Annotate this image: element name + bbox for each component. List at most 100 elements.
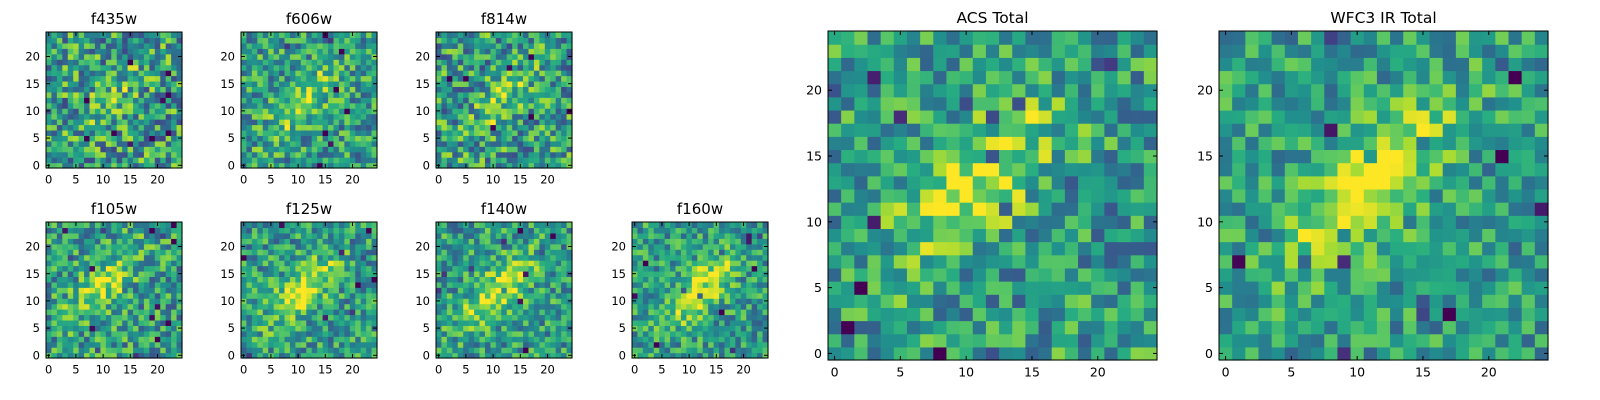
heatmap-cell (73, 319, 80, 326)
heatmap-cell (544, 53, 551, 60)
heatmap-cell (490, 281, 497, 288)
heatmap-cell (306, 336, 313, 343)
heatmap-cell (268, 102, 275, 109)
heatmap-cell (241, 281, 248, 288)
heatmap-cell (355, 314, 362, 321)
heatmap-cell (268, 298, 275, 305)
heatmap-cell (719, 222, 726, 229)
heatmap-cell (165, 287, 172, 294)
heatmap-cell (1025, 188, 1040, 203)
heatmap-cell (517, 243, 524, 250)
heatmap-cell (457, 330, 464, 337)
heatmap-cell (300, 97, 307, 104)
heatmap-cell (517, 265, 524, 272)
heatmap-cell (67, 243, 74, 250)
heatmap-cell (251, 276, 258, 283)
heatmap-cell (105, 227, 112, 234)
heatmap-cell (490, 97, 497, 104)
heatmap-cell (523, 129, 530, 136)
heatmap-cell (355, 157, 362, 164)
heatmap-cell (517, 97, 524, 104)
heatmap-cell (333, 298, 340, 305)
heatmap-cell (653, 281, 660, 288)
heatmap-cell (111, 97, 118, 104)
heatmap-cell (246, 341, 253, 348)
heatmap-cell (495, 32, 502, 39)
heatmap-cell (495, 119, 502, 126)
heatmap-cell (295, 287, 302, 294)
heatmap-cell (138, 254, 145, 261)
heatmap-cell (268, 151, 275, 158)
heatmap-cell (632, 281, 639, 288)
heatmap-cell (933, 294, 948, 308)
heatmap-cell (171, 352, 178, 359)
heatmap-cell (268, 53, 275, 60)
heatmap-cell (149, 59, 156, 66)
heatmap-cell (452, 37, 459, 44)
heatmap-cell (452, 260, 459, 267)
heatmap-cell (344, 227, 351, 234)
heatmap-cell (322, 70, 329, 77)
heatmap-cell (561, 42, 568, 49)
heatmap-cell (523, 249, 530, 256)
heatmap-cell (306, 108, 313, 115)
heatmap-cell (143, 53, 150, 60)
heatmap-cell (495, 108, 502, 115)
heatmap-cell (160, 108, 167, 115)
heatmap-cell (122, 48, 129, 55)
heatmap-cell (273, 135, 280, 142)
heatmap-cell (457, 157, 464, 164)
heatmap-cell (138, 292, 145, 299)
heatmap-cell (89, 151, 96, 158)
heatmap-cell (262, 140, 269, 147)
heatmap-cell (893, 188, 908, 203)
heatmap-cell (279, 281, 286, 288)
heatmap-cell (893, 281, 908, 295)
heatmap-cell (906, 281, 921, 295)
heatmap-cell (539, 287, 546, 294)
heatmap-cell (474, 113, 481, 120)
heatmap-cell (127, 102, 134, 109)
heatmap-cell (333, 108, 340, 115)
heatmap-cell (1104, 281, 1119, 295)
heatmap-cell (566, 260, 573, 267)
heatmap-cell (138, 162, 145, 169)
heatmap-cell (338, 140, 345, 147)
heatmap-cell (746, 227, 753, 234)
heatmap-cell (495, 254, 502, 261)
heatmap-cell (550, 232, 557, 239)
heatmap-cell (474, 162, 481, 169)
heatmap-cell (463, 48, 470, 55)
heatmap-cell (653, 222, 660, 229)
heatmap-cell (479, 232, 486, 239)
heatmap-cell (441, 162, 448, 169)
heatmap-cell (539, 347, 546, 354)
heatmap-cell (746, 330, 753, 337)
heatmap-cell (257, 108, 264, 115)
heatmap-cell (366, 309, 373, 316)
heatmap-cell (724, 330, 731, 337)
heatmap-cell (691, 336, 698, 343)
heatmap-cell (854, 294, 869, 308)
heatmap-cell (446, 140, 453, 147)
heatmap-cell (528, 146, 535, 153)
x-tick-label: 5 (462, 363, 469, 377)
heatmap-cell (691, 238, 698, 245)
heatmap-cell (436, 314, 443, 321)
heatmap-cell (338, 276, 345, 283)
heatmap-cell (94, 352, 101, 359)
heatmap-cell (306, 151, 313, 158)
heatmap-cell (251, 292, 258, 299)
heatmap-cell (289, 48, 296, 55)
heatmap-cell (311, 70, 318, 77)
heatmap-cell (338, 80, 345, 87)
heatmap-cell (257, 243, 264, 250)
heatmap-cell (544, 232, 551, 239)
heatmap-cell (51, 97, 58, 104)
heatmap-cell (959, 175, 974, 190)
heatmap-cell (289, 91, 296, 98)
heatmap-cell (246, 59, 253, 66)
heatmap-cell (1104, 188, 1119, 203)
heatmap-cell (501, 102, 508, 109)
heatmap-cell (550, 249, 557, 256)
